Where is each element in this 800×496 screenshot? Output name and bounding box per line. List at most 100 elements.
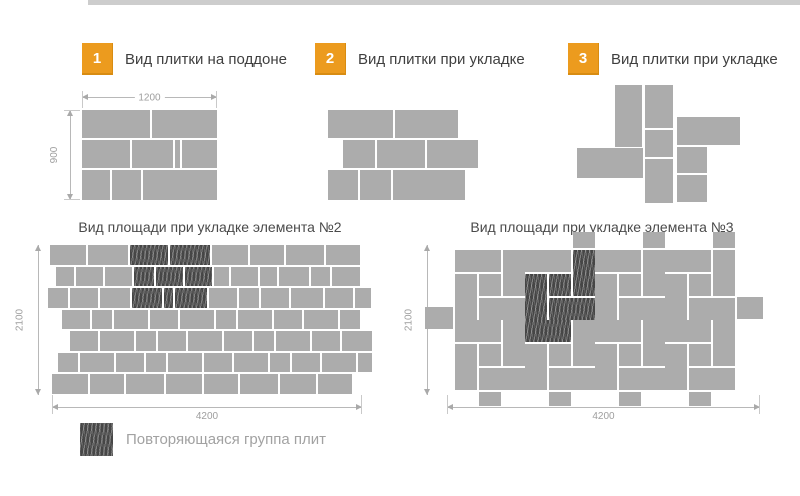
- area3-width-dimension: 4200: [447, 404, 760, 422]
- tile: [280, 374, 316, 394]
- tile: [105, 266, 132, 286]
- top-border-strip: [88, 0, 800, 5]
- tile: [261, 288, 289, 308]
- tile: [665, 320, 711, 342]
- width-dimension-line: 1200: [82, 92, 217, 104]
- tile: [395, 110, 458, 138]
- legend: Повторяющаяся группа плит: [80, 423, 326, 456]
- width-dimension-label: 1200: [134, 92, 165, 104]
- hatched-tile: [175, 288, 207, 308]
- step-1-badge: 1: [82, 43, 113, 75]
- tile: [677, 147, 707, 173]
- hatched-tile: [549, 274, 571, 296]
- laying-pattern-diagram-3: [577, 85, 740, 203]
- tile: [619, 392, 641, 406]
- area-layout-diagram-3: 2100 4200: [403, 232, 763, 422]
- hatched-tile: [170, 245, 210, 265]
- hatched-tile: [132, 288, 162, 308]
- extension-line: [447, 395, 448, 414]
- extension-line: [64, 199, 80, 200]
- step-header-1: 1 Вид плитки на поддоне: [82, 43, 287, 75]
- tile: [643, 232, 665, 248]
- tile: [358, 352, 372, 372]
- tile: [689, 368, 735, 390]
- tile: [214, 266, 229, 286]
- area2-height-label: 2100: [14, 308, 26, 332]
- tile: [573, 232, 595, 248]
- step-2-label: Вид плитки при укладке: [358, 50, 525, 68]
- area2-title: Вид площади при укладке элемента №2: [78, 219, 342, 235]
- tile: [166, 374, 202, 394]
- tile: [619, 274, 641, 296]
- tile: [689, 298, 735, 320]
- hatched-tile: [525, 320, 571, 342]
- tile: [250, 245, 284, 265]
- tile: [455, 250, 501, 272]
- tile: [525, 344, 547, 390]
- tile: [479, 298, 525, 320]
- tile: [224, 331, 252, 351]
- tile: [240, 374, 278, 394]
- tile: [595, 320, 641, 342]
- tile: [325, 288, 353, 308]
- repeating-group-swatch: [80, 423, 113, 456]
- tile: [340, 309, 360, 329]
- tile: [595, 344, 617, 390]
- tile: [204, 352, 232, 372]
- extension-line: [52, 395, 53, 414]
- tile: [549, 344, 571, 366]
- hatched-tile: [525, 274, 547, 320]
- tile: [503, 250, 525, 296]
- step-2-badge: 2: [315, 43, 346, 75]
- tile: [212, 245, 248, 265]
- tile: [158, 331, 186, 351]
- hatched-tile: [134, 266, 154, 286]
- tile: [76, 266, 103, 286]
- hatched-tile: [573, 250, 595, 296]
- tile: [689, 392, 711, 406]
- area3-height-label: 2100: [403, 308, 415, 332]
- tile: [48, 288, 68, 308]
- tile: [112, 170, 141, 200]
- tile: [332, 266, 360, 286]
- tile: [479, 274, 501, 296]
- tile: [274, 309, 302, 329]
- step-3-label: Вид плитки при укладке: [611, 50, 778, 68]
- height-dimension-label: 900: [49, 146, 61, 164]
- tile: [665, 250, 711, 272]
- step-header-3: 3 Вид плитки при укладке: [568, 43, 778, 75]
- tile: [234, 352, 268, 372]
- tile: [377, 140, 425, 168]
- extension-line: [759, 395, 760, 414]
- tile: [619, 344, 641, 366]
- tile: [116, 352, 144, 372]
- tile: [549, 392, 571, 406]
- tile: [312, 331, 340, 351]
- tile: [311, 266, 330, 286]
- tile: [150, 309, 178, 329]
- tile: [713, 320, 735, 366]
- tile: [619, 368, 665, 390]
- tile: [427, 140, 478, 168]
- tile: [326, 245, 360, 265]
- tile: [619, 298, 665, 320]
- tile: [58, 352, 78, 372]
- tile: [318, 374, 352, 394]
- tile: [525, 250, 571, 272]
- tile: [88, 245, 128, 265]
- area3-width-label: 4200: [592, 411, 615, 422]
- tile: [180, 309, 214, 329]
- tile: [239, 288, 259, 308]
- tile: [425, 307, 453, 329]
- tile: [152, 110, 217, 138]
- tile: [643, 250, 665, 296]
- tile: [328, 170, 358, 200]
- tile: [665, 344, 687, 390]
- tile: [342, 331, 372, 351]
- tile: [713, 250, 735, 296]
- tile: [689, 344, 711, 366]
- tile: [276, 331, 310, 351]
- tile: [677, 175, 707, 202]
- tile: [132, 140, 173, 168]
- tile: [549, 368, 595, 390]
